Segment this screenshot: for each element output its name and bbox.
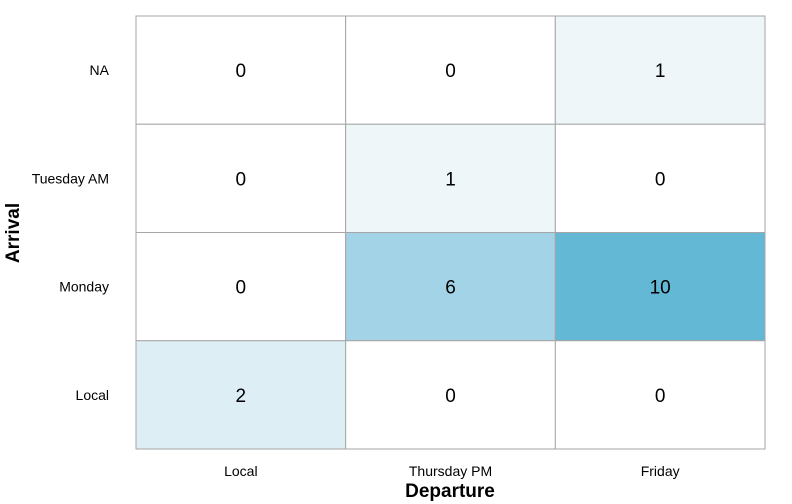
heatmap-cell-local-friday (554, 340, 766, 450)
cell-value-label: 1 (445, 169, 456, 190)
x-tick-label: Friday (641, 463, 680, 479)
heatmap-cell-tuesday-am-friday (554, 123, 766, 233)
y-axis-tick-labels: NA Tuesday AM Monday Local (32, 62, 110, 403)
y-tick-label: NA (90, 62, 110, 78)
x-tick-label: Local (224, 463, 257, 479)
heatmap-cell-na-local (135, 15, 347, 125)
x-axis-title: Departure (405, 481, 495, 502)
cell-value-label: 0 (445, 386, 456, 407)
x-tick-label: Thursday PM (409, 463, 492, 479)
heatmap-cell-local-local (135, 340, 347, 450)
cell-value-label: 6 (445, 278, 456, 299)
cell-value-label: 0 (655, 386, 666, 407)
heatmap-cell-tuesday-am-thursday-pm (345, 123, 556, 233)
x-axis-tick-labels: Local Thursday PM Friday (224, 463, 680, 479)
heatmap-cell-labels: 0 0 10 1 00 6 102 0 0 (236, 61, 671, 407)
heatmap-cell-tuesday-am-local (135, 123, 347, 233)
heatmap-cell-na-friday (554, 15, 766, 125)
cell-value-label: 0 (236, 61, 247, 82)
y-tick-label: Monday (59, 279, 109, 295)
cell-value-label: 10 (650, 278, 671, 299)
heatmap-cell-monday-thursday-pm (345, 232, 556, 342)
cell-value-label: 0 (236, 169, 247, 190)
cell-value-label: 0 (236, 278, 247, 299)
y-tick-label: Tuesday AM (32, 170, 109, 186)
cell-value-label: 0 (445, 61, 456, 82)
cell-value-label: 2 (236, 386, 247, 407)
heatmap-cells (135, 15, 766, 450)
cell-value-label: 0 (655, 169, 666, 190)
cell-value-label: 1 (655, 61, 666, 82)
heatmap-cell-na-thursday-pm (345, 15, 556, 125)
y-tick-label: Local (76, 387, 109, 403)
y-axis-title: Arrival (3, 203, 24, 263)
